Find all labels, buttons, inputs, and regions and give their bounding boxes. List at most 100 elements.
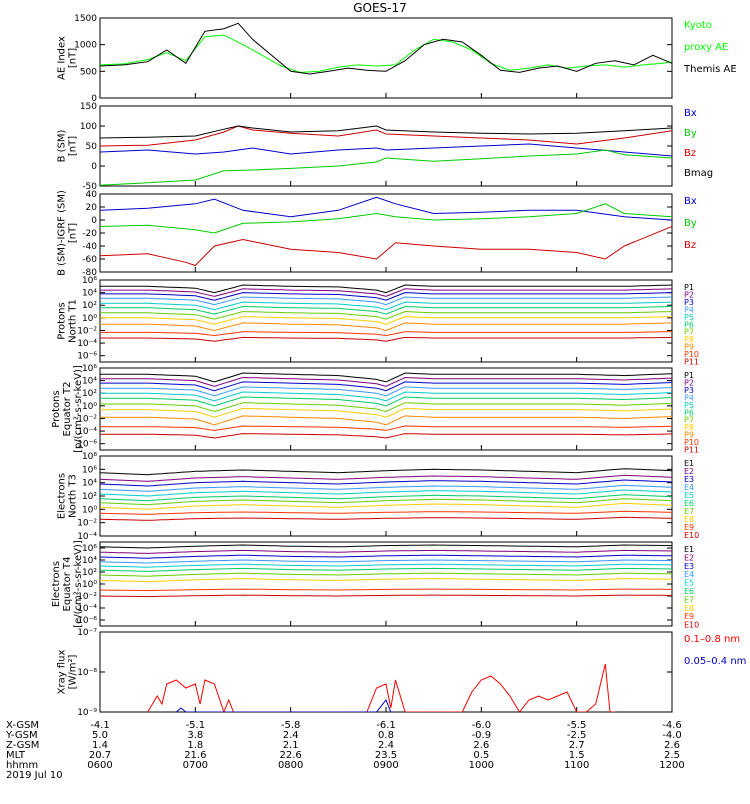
series-group — [100, 284, 672, 342]
x-axis-tick-label: 0600 — [87, 760, 112, 771]
x-axis-tick-label: -6.0 — [472, 720, 492, 731]
legend-entry: P11 — [684, 358, 699, 367]
legend-entry: P2 — [684, 378, 694, 387]
x-axis-tick-label: 1.5 — [569, 750, 585, 761]
channel-line — [100, 498, 672, 506]
series-line — [175, 699, 396, 712]
x-axis-tick-label: 0700 — [183, 760, 208, 771]
series-group — [100, 22, 672, 75]
y-axis-label: North T3 — [68, 474, 79, 518]
series-group — [100, 468, 672, 521]
legend-entry: E8 — [684, 515, 694, 524]
channel-line — [100, 391, 672, 402]
channel-line — [100, 425, 672, 431]
y-tick-label: 10⁻⁶ — [77, 440, 97, 450]
legend-entry: E6 — [684, 499, 694, 508]
series-group — [100, 544, 672, 598]
y-tick-label: 10⁰ — [82, 580, 97, 590]
y-tick-label: 10⁸ — [82, 452, 97, 462]
x-axis-tick-label: 2.1 — [283, 740, 299, 751]
x-axis-tick-label: 2.4 — [378, 740, 394, 751]
legend-entry: P4 — [684, 393, 694, 402]
y-axis-label: Electrons — [57, 473, 68, 519]
panel-bdiff: -80 -60 -40 -20 0 20 40 B (SM)-IGRF (SM) [nT] Bx B… — [57, 190, 697, 278]
x-axis-tick-label: -5.5 — [567, 720, 587, 731]
legend-entry: Kyoto — [684, 20, 712, 31]
y-tick-label: 1000 — [74, 41, 97, 51]
legend-entry: Bz — [684, 148, 696, 159]
legend-entry: E3 — [684, 562, 694, 571]
legend-entry: Bmag — [684, 168, 713, 179]
y-tick-label: 10⁻⁴ — [77, 604, 97, 614]
y-axis-label: Protons — [57, 302, 68, 339]
panel-frame — [99, 193, 673, 273]
y-tick-label: -20 — [82, 229, 97, 239]
x-axis-tick-label: 5.0 — [92, 730, 108, 741]
y-tick-label: 10⁶ — [82, 364, 97, 374]
panel-xray: 10⁻⁷ 10⁻⁸ 10⁻⁹ Xray flux [W/m²] 0.1–0.8 nm 0.0… — [57, 628, 747, 718]
legend-entry: E1 — [684, 545, 694, 554]
y-axis-label: [p/(cm²-s-sr-keV)] — [73, 365, 84, 453]
x-axis-tick-label: 2.6 — [473, 740, 489, 751]
legend-entry: P11 — [684, 446, 699, 455]
x-axis-tick-label: 0.5 — [473, 750, 489, 761]
channel-line — [100, 284, 672, 294]
y-tick-label: 10⁻⁶ — [77, 616, 97, 626]
legend-entry: E7 — [684, 507, 694, 516]
legend-entry: P2 — [684, 290, 694, 299]
legend-entry: E7 — [684, 595, 694, 604]
channel-line — [100, 474, 672, 482]
series-line — [100, 203, 672, 234]
legend-entry: P7 — [684, 328, 694, 337]
x-axis-tick-label: 2.7 — [569, 740, 585, 751]
x-axis-tick-label: -4.6 — [662, 720, 682, 731]
legend-entry: Bx — [684, 108, 697, 119]
x-axis-tick-label: 0900 — [373, 760, 398, 771]
legend-entry: P8 — [684, 335, 694, 344]
channel-line — [100, 549, 672, 554]
legend-entry: E3 — [684, 475, 694, 484]
series-group — [147, 663, 615, 712]
y-axis-label: [nT] — [68, 136, 79, 156]
panel-electrons-equator: 10⁶ 10⁴ 10² 10⁰ 10⁻² 10⁻⁴ 10⁻⁶ Electrons Equator… — [51, 540, 699, 629]
series-group — [100, 196, 672, 267]
channel-line — [100, 563, 672, 568]
legend-entry: E10 — [684, 621, 699, 630]
legend-entry: E5 — [684, 579, 694, 588]
channel-line — [100, 502, 672, 510]
y-tick-label: 10⁻⁹ — [77, 708, 97, 718]
y-tick-label: 10² — [82, 301, 97, 311]
legend-entry: P1 — [684, 283, 694, 292]
x-axis-tick-label: -4.0 — [662, 730, 682, 741]
x-axis-row-label: 2019 Jul 10 — [6, 770, 63, 781]
legend-entry: P10 — [684, 438, 699, 447]
series-line — [147, 663, 615, 712]
series-group — [100, 372, 672, 439]
channel-line — [100, 578, 672, 583]
x-axis-row-label: Y-GSM — [5, 730, 38, 741]
y-axis-label: [e/(cm²-s-sr-keV)] — [73, 540, 84, 628]
y-tick-label: 10⁴ — [82, 289, 97, 299]
y-tick-label: 10⁴ — [82, 479, 97, 489]
y-axis-label: [nT] — [68, 223, 79, 243]
legend-entry: E9 — [684, 523, 694, 532]
panel-electrons-north: 10⁸ 10⁶ 10⁴ 10² 10⁰ 10⁻² 10⁻⁴ Electrons North T3… — [57, 452, 700, 542]
legend-entry: P7 — [684, 416, 694, 425]
x-axis-row-label: hhmm — [6, 760, 38, 771]
x-axis-tick-label: -6.1 — [376, 720, 396, 731]
y-tick-label: 10² — [82, 389, 97, 399]
x-axis-tick-label: 21.6 — [184, 750, 206, 761]
x-axis-tick-label: 20.7 — [89, 750, 111, 761]
legend-entry: P9 — [684, 431, 694, 440]
y-tick-label: 10⁴ — [82, 377, 97, 387]
legend-entry: E2 — [684, 467, 694, 476]
legend-entry: Bx — [684, 196, 697, 207]
channel-line — [100, 305, 672, 315]
legend-entry: E5 — [684, 491, 694, 500]
channel-line — [100, 468, 672, 476]
channel-line — [100, 396, 672, 407]
y-tick-label: 10⁻⁴ — [77, 427, 97, 437]
x-axis-row-label: Z-GSM — [6, 740, 39, 751]
